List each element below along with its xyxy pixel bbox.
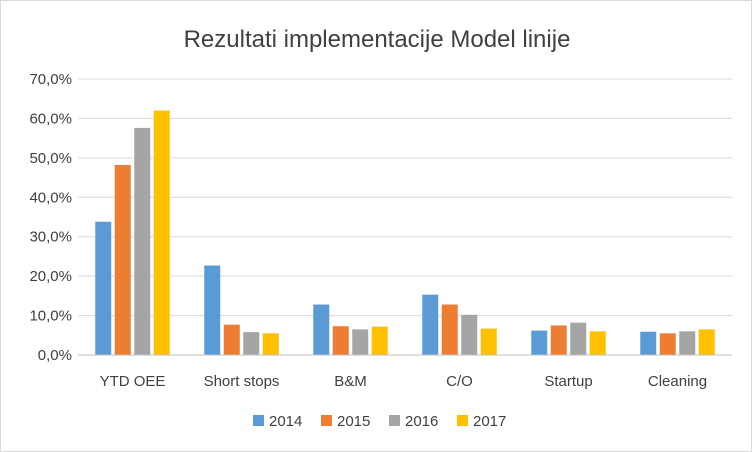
- y-tick-label: 20,0%: [29, 268, 72, 285]
- legend-swatch-2015: [321, 415, 332, 426]
- bar-2017-4: [589, 331, 606, 355]
- y-axis-ticks: 0,0% 10,0% 20,0% 30,0% 40,0% 50,0% 60,0% 70,0%: [29, 71, 72, 364]
- bar-2016-1: [243, 332, 260, 355]
- y-tick-label: 0,0%: [38, 347, 72, 364]
- legend: 2014 2015 2016 2017: [253, 413, 506, 430]
- chart-title: Rezultati implementacije Model linije: [184, 26, 571, 53]
- legend-swatch-2016: [389, 415, 400, 426]
- category-label: B&M: [334, 373, 367, 390]
- y-tick-label: 30,0%: [29, 229, 72, 246]
- bar-2017-5: [698, 329, 715, 355]
- bar-2015-5: [659, 333, 676, 355]
- bar-2016-3: [461, 314, 478, 355]
- legend-label: 2014: [269, 413, 302, 430]
- category-label: C/O: [446, 373, 473, 390]
- gridlines: [78, 78, 732, 317]
- y-tick-label: 10,0%: [29, 308, 72, 325]
- bar-2017-1: [262, 333, 279, 355]
- bar-2016-4: [570, 322, 587, 355]
- bar-2015-4: [550, 325, 567, 355]
- bar-2014-5: [640, 331, 657, 355]
- bar-2017-0: [153, 110, 170, 356]
- bar-2014-0: [95, 221, 112, 355]
- legend-label: 2017: [473, 413, 506, 430]
- bar-2014-1: [204, 265, 221, 355]
- bar-2016-0: [134, 127, 151, 356]
- bar-2014-4: [531, 330, 548, 355]
- y-tick-label: 60,0%: [29, 110, 72, 127]
- legend-label: 2015: [337, 413, 370, 430]
- y-tick-label: 50,0%: [29, 150, 72, 167]
- bar-2015-0: [114, 164, 131, 355]
- bar-2014-2: [313, 304, 330, 355]
- legend-swatch-2014: [253, 415, 264, 426]
- bar-2014-3: [422, 294, 439, 355]
- category-label: YTD OEE: [100, 373, 166, 390]
- y-tick-label: 70,0%: [29, 71, 72, 88]
- bars: [95, 110, 715, 356]
- category-label: Short stops: [204, 373, 280, 390]
- legend-swatch-2017: [457, 415, 468, 426]
- y-tick-label: 40,0%: [29, 189, 72, 206]
- bar-2016-5: [679, 331, 696, 355]
- bar-2017-2: [371, 326, 388, 355]
- category-label: Startup: [544, 373, 592, 390]
- bar-2017-3: [480, 328, 497, 355]
- bar-2015-1: [223, 324, 240, 355]
- bar-2015-2: [332, 326, 349, 355]
- legend-label: 2016: [405, 413, 438, 430]
- category-labels: YTD OEE Short stops B&M C/O Startup Cleaning: [100, 373, 708, 390]
- category-label: Cleaning: [648, 373, 707, 390]
- bar-2016-2: [352, 329, 369, 355]
- bar-2015-3: [441, 304, 458, 355]
